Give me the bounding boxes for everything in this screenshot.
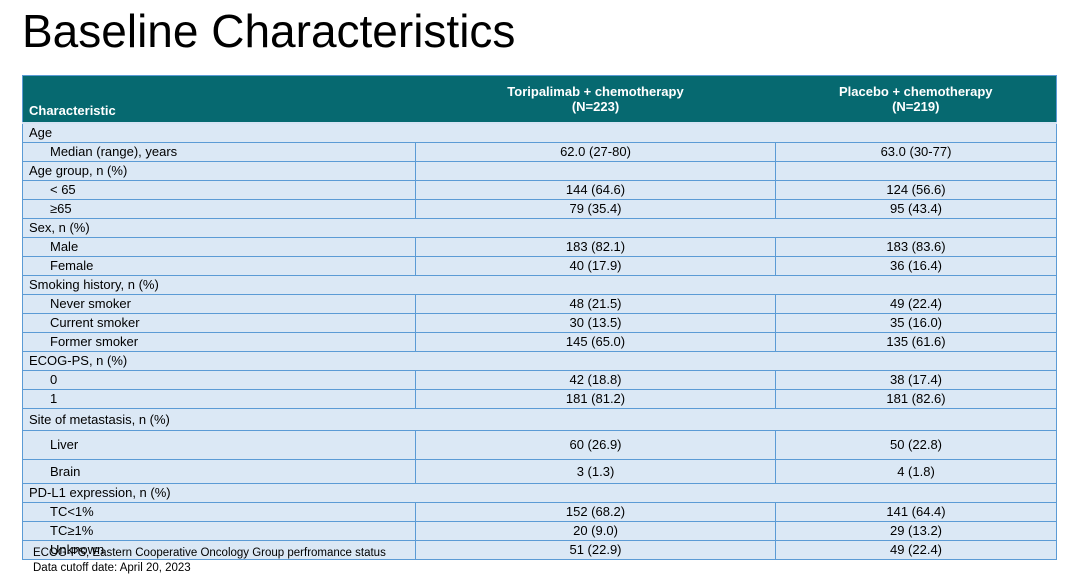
value-cell-arm1: 30 (13.5) — [415, 313, 776, 333]
footnote-cutoff: Data cutoff date: April 20, 2023 — [33, 562, 191, 574]
table-row: Male 183 (82.1) 183 (83.6) — [22, 237, 1057, 257]
value-cell-arm1: 152 (68.2) — [415, 502, 776, 522]
section-label-cell: PD-L1 expression, n (%) — [22, 483, 1057, 503]
value-cell-arm2: 183 (83.6) — [775, 237, 1057, 257]
header-arm1-name: Toripalimab + chemotherapy — [507, 84, 684, 99]
value-cell-arm2: 95 (43.4) — [775, 199, 1057, 219]
characteristic-cell: Former smoker — [22, 332, 416, 352]
value-cell-arm1: 48 (21.5) — [415, 294, 776, 314]
characteristic-cell: < 65 — [22, 180, 416, 200]
characteristic-cell: 0 — [22, 370, 416, 390]
table-row: TC<1% 152 (68.2) 141 (64.4) — [22, 502, 1057, 522]
section-row: Sex, n (%) — [22, 218, 1057, 238]
characteristic-cell: Unknown — [22, 540, 416, 560]
table-row: 1 181 (81.2) 181 (82.6) — [22, 389, 1057, 409]
value-cell-arm1: 62.0 (27-80) — [415, 142, 776, 162]
table-header: Characteristic Toripalimab + chemotherap… — [22, 75, 1057, 124]
header-arm-toripalimab: Toripalimab + chemotherapy (N=223) — [415, 75, 776, 124]
table-row: Female 40 (17.9) 36 (16.4) — [22, 256, 1057, 276]
table-row: Median (range), years 62.0 (27-80) 63.0 (3… — [22, 142, 1057, 162]
section-row: Smoking history, n (%) — [22, 275, 1057, 295]
section-row: Age — [22, 122, 1057, 143]
section-label-cell: Site of metastasis, n (%) — [22, 408, 1057, 431]
value-cell-arm2: 49 (22.4) — [775, 294, 1057, 314]
value-cell-arm1: 79 (35.4) — [415, 199, 776, 219]
value-cell-arm2: 36 (16.4) — [775, 256, 1057, 276]
characteristic-cell: ≥65 — [22, 199, 416, 219]
value-cell-arm1: 60 (26.9) — [415, 430, 776, 460]
table-row: 0 42 (18.8) 38 (17.4) — [22, 370, 1057, 390]
value-cell-arm2: 141 (64.4) — [775, 502, 1057, 522]
value-cell-arm2: 38 (17.4) — [775, 370, 1057, 390]
header-characteristic: Characteristic — [22, 75, 416, 124]
value-cell-arm2: 124 (56.6) — [775, 180, 1057, 200]
header-arm-placebo: Placebo + chemotherapy (N=219) — [775, 75, 1057, 124]
table-row: Never smoker 48 (21.5) 49 (22.4) — [22, 294, 1057, 314]
section-label-cell: Smoking history, n (%) — [22, 275, 1057, 295]
footnote-ecog: ECOG-PS, Eastern Cooperative Oncology Gr… — [33, 547, 386, 559]
value-cell-arm1: 51 (22.9) — [415, 540, 776, 560]
characteristic-cell: Male — [22, 237, 416, 257]
value-cell-arm1 — [415, 161, 776, 181]
characteristic-cell: Female — [22, 256, 416, 276]
header-arm2-n: (N=219) — [892, 99, 940, 114]
characteristic-cell: Age group, n (%) — [22, 161, 416, 181]
characteristic-cell: TC<1% — [22, 502, 416, 522]
characteristic-cell: Median (range), years — [22, 142, 416, 162]
table-row: ≥65 79 (35.4) 95 (43.4) — [22, 199, 1057, 219]
table-row: Former smoker 145 (65.0) 135 (61.6) — [22, 332, 1057, 352]
table-row: Liver 60 (26.9) 50 (22.8) — [22, 430, 1057, 460]
table-row: Unknown 51 (22.9) 49 (22.4) — [22, 540, 1057, 560]
section-row: Age group, n (%) — [22, 161, 1057, 181]
value-cell-arm1: 181 (81.2) — [415, 389, 776, 409]
footnotes: ECOG-PS, Eastern Cooperative Oncology Gr… — [33, 546, 386, 576]
characteristic-cell: Never smoker — [22, 294, 416, 314]
section-row: Site of metastasis, n (%) — [22, 408, 1057, 431]
table-row: TC≥1% 20 (9.0) 29 (13.2) — [22, 521, 1057, 541]
value-cell-arm1: 3 (1.3) — [415, 459, 776, 484]
section-row: ECOG-PS, n (%) — [22, 351, 1057, 371]
section-label-cell: ECOG-PS, n (%) — [22, 351, 1057, 371]
value-cell-arm2: 4 (1.8) — [775, 459, 1057, 484]
value-cell-arm2: 135 (61.6) — [775, 332, 1057, 352]
section-label-cell: Age — [22, 122, 1057, 143]
characteristic-cell: Liver — [22, 430, 416, 460]
header-row: Characteristic Toripalimab + chemotherap… — [22, 75, 1057, 124]
value-cell-arm1: 20 (9.0) — [415, 521, 776, 541]
characteristic-cell: Current smoker — [22, 313, 416, 333]
characteristic-cell: 1 — [22, 389, 416, 409]
baseline-characteristics-table: Characteristic Toripalimab + chemotherap… — [22, 75, 1057, 560]
table-body: Age Median (range), years 62.0 (27-80) 63.0… — [22, 122, 1057, 560]
header-arm1-n: (N=223) — [571, 99, 620, 114]
table-row: Brain 3 (1.3) 4 (1.8) — [22, 459, 1057, 484]
header-arm2-name: Placebo + chemotherapy — [838, 84, 993, 99]
characteristic-cell: TC≥1% — [22, 521, 416, 541]
value-cell-arm2: 63.0 (30-77) — [775, 142, 1057, 162]
value-cell-arm1: 40 (17.9) — [415, 256, 776, 276]
value-cell-arm2: 50 (22.8) — [775, 430, 1057, 460]
value-cell-arm2 — [775, 161, 1057, 181]
table-row: < 65 144 (64.6) 124 (56.6) — [22, 180, 1057, 200]
table-row: Current smoker 30 (13.5) 35 (16.0) — [22, 313, 1057, 333]
value-cell-arm2: 49 (22.4) — [775, 540, 1057, 560]
value-cell-arm2: 181 (82.6) — [775, 389, 1057, 409]
value-cell-arm1: 42 (18.8) — [415, 370, 776, 390]
characteristic-cell: Brain — [22, 459, 416, 484]
value-cell-arm1: 183 (82.1) — [415, 237, 776, 257]
value-cell-arm2: 35 (16.0) — [775, 313, 1057, 333]
page-title: Baseline Characteristics — [22, 5, 516, 57]
value-cell-arm1: 144 (64.6) — [415, 180, 776, 200]
section-row: PD-L1 expression, n (%) — [22, 483, 1057, 503]
section-label-cell: Sex, n (%) — [22, 218, 1057, 238]
value-cell-arm2: 29 (13.2) — [775, 521, 1057, 541]
value-cell-arm1: 145 (65.0) — [415, 332, 776, 352]
